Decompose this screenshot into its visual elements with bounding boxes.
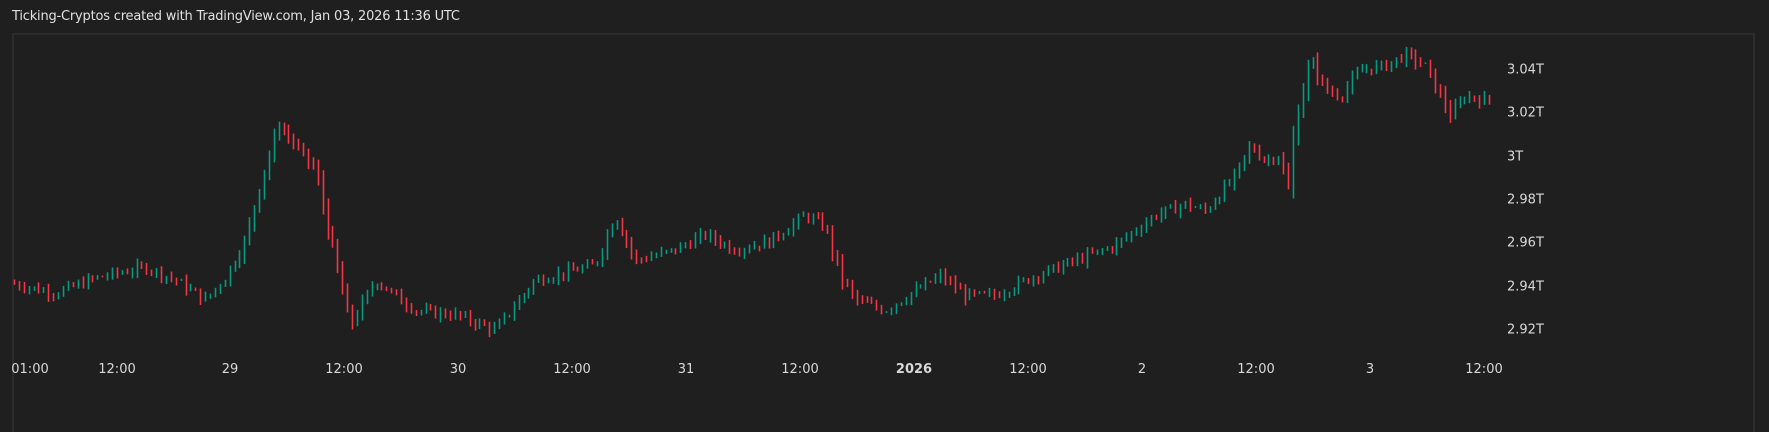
price-tick-label: 2.94T — [1507, 279, 1544, 295]
time-tick-label: 2 — [1137, 362, 1147, 377]
time-tick-label: 12:00 — [553, 362, 591, 377]
price-tick-label: 3.02T — [1507, 105, 1544, 121]
price-tick-label: 3.04T — [1507, 62, 1544, 78]
price-tick-label: 2.92T — [1507, 322, 1544, 338]
time-tick-label: 31 — [677, 362, 695, 377]
price-tick-label: 3T — [1507, 149, 1524, 165]
time-tick-label: 3 — [1365, 362, 1375, 377]
time-tick-label: 12:00 — [1465, 362, 1503, 377]
chart-panel[interactable] — [12, 33, 1755, 432]
time-tick-label: 30 — [449, 362, 467, 377]
time-tick-label: 12:00 — [1237, 362, 1275, 377]
time-tick-label: 12:00 — [325, 362, 363, 377]
time-tick-label: 12:00 — [1009, 362, 1047, 377]
time-tick-label: 12:00 — [98, 362, 136, 377]
price-tick-label: 2.96T — [1507, 235, 1544, 251]
chart-caption: Ticking-Cryptos created with TradingView… — [12, 9, 460, 24]
time-tick-label: 01:00 — [11, 362, 49, 377]
time-tick-label: 12:00 — [781, 362, 819, 377]
time-tick-label: 29 — [221, 362, 239, 377]
price-tick-label: 2.98T — [1507, 192, 1544, 208]
time-tick-label: 2026 — [895, 362, 933, 377]
